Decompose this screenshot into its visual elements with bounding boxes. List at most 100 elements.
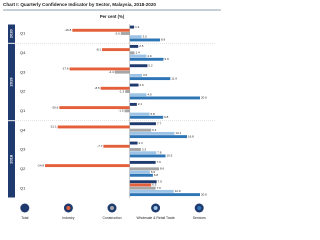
- chart: Chart I: Quarterly Confidence Indicator …: [3, 2, 221, 220]
- data-label: 20.6: [201, 192, 207, 196]
- bar: [129, 93, 147, 97]
- data-label: 4.9: [147, 54, 152, 58]
- bar: [72, 28, 130, 32]
- data-label: 11.9: [171, 76, 177, 80]
- data-label: 1.3: [135, 25, 140, 29]
- legend-icon-inner: [153, 206, 158, 210]
- bar: [129, 38, 161, 42]
- data-label: 20.6: [201, 96, 207, 100]
- bar: [129, 186, 156, 190]
- bar: [129, 180, 157, 184]
- data-label: -1.5: [118, 109, 124, 113]
- quarter-label: Q2: [20, 166, 26, 171]
- year-strip: [8, 24, 15, 43]
- data-label: -20.6: [51, 105, 58, 109]
- bar: [129, 35, 142, 39]
- bar: [129, 160, 156, 164]
- data-label: 7.9: [158, 180, 163, 184]
- bar: [129, 151, 157, 155]
- legend-label: Industry: [62, 216, 74, 220]
- bar: [129, 193, 200, 197]
- bar: [129, 64, 148, 68]
- bar: [129, 44, 139, 48]
- data-label: 6.8: [154, 173, 159, 177]
- data-label: 2.3: [139, 141, 144, 145]
- bar: [129, 167, 160, 171]
- bar: [57, 125, 130, 129]
- data-label: 5.2: [148, 64, 153, 68]
- data-label: 7.6: [157, 160, 162, 164]
- bar: [129, 122, 156, 126]
- bar: [129, 51, 135, 55]
- bar: [129, 115, 164, 119]
- data-label: 16.8: [188, 134, 194, 138]
- bar: [129, 112, 150, 116]
- data-label: -16.8: [64, 28, 71, 32]
- data-label: -17.6: [62, 67, 69, 71]
- year-strip: [8, 43, 15, 121]
- data-label: 7.6: [157, 186, 162, 190]
- bar: [114, 70, 130, 74]
- bar: [124, 109, 130, 113]
- bar: [129, 135, 188, 139]
- data-label: 8.6: [160, 167, 165, 171]
- bar: [129, 73, 142, 77]
- data-label: 13.1: [175, 131, 181, 135]
- legend-icon-inner: [110, 206, 114, 210]
- bar: [125, 90, 130, 93]
- bar: [45, 164, 130, 168]
- bar: [100, 86, 130, 90]
- bar: [120, 32, 130, 35]
- data-label: 1.4: [135, 51, 140, 55]
- bar: [129, 183, 152, 187]
- year-strip: [8, 121, 15, 198]
- bar: [129, 189, 174, 193]
- quarter-label: Q4: [20, 127, 26, 132]
- bar: [129, 154, 166, 158]
- year-label: 2018: [9, 154, 14, 164]
- data-label: 3.6: [143, 73, 148, 77]
- bar: [129, 173, 153, 177]
- data-label: 4.9: [147, 93, 152, 97]
- data-label: -4.4: [108, 70, 114, 74]
- bar: [129, 148, 141, 151]
- quarter-label: Q3: [20, 69, 26, 74]
- legend-icon-inner: [22, 206, 27, 210]
- bar: [69, 67, 130, 71]
- legend-label: Services: [193, 216, 206, 220]
- bar: [102, 48, 130, 52]
- legend-icon-inner: [66, 206, 71, 210]
- bar: [129, 141, 138, 145]
- legend-icon-inner: [197, 206, 202, 210]
- data-label: 8.9: [161, 38, 166, 42]
- data-label: 9.8: [164, 115, 169, 119]
- data-label: 12.9: [175, 189, 181, 193]
- bar: [129, 83, 139, 87]
- year-label: 2020: [9, 28, 14, 38]
- bar: [129, 77, 171, 81]
- chart-title: Chart I: Quarterly Confidence Indicator …: [3, 2, 156, 7]
- quarter-label: Q1: [20, 31, 26, 36]
- bar: [129, 96, 200, 100]
- legend-label: Total: [21, 216, 28, 220]
- quarter-label: Q1: [20, 185, 26, 190]
- data-label: 6.3: [152, 183, 157, 187]
- bar: [129, 131, 175, 135]
- data-label: 7.8: [157, 151, 162, 155]
- page: Chart I: Quarterly Confidence Indicator …: [3, 2, 221, 220]
- data-label: 2.6: [140, 83, 145, 87]
- bar: [129, 57, 164, 61]
- data-label: 5.8: [150, 112, 155, 116]
- data-label: 2.5: [139, 44, 144, 48]
- legend-label: Wholesale & Retail Trade: [136, 216, 174, 220]
- year-label: 2019: [9, 77, 14, 87]
- data-label: -21.1: [50, 125, 57, 129]
- data-label: 7.7: [157, 122, 162, 126]
- quarter-label: Q3: [20, 147, 26, 152]
- bar: [129, 54, 147, 58]
- data-label: -8.5: [94, 86, 100, 90]
- data-label: 2.1: [138, 102, 143, 106]
- data-label: -7.7: [97, 144, 103, 148]
- quarter-label: Q2: [20, 89, 26, 94]
- bar: [129, 170, 150, 174]
